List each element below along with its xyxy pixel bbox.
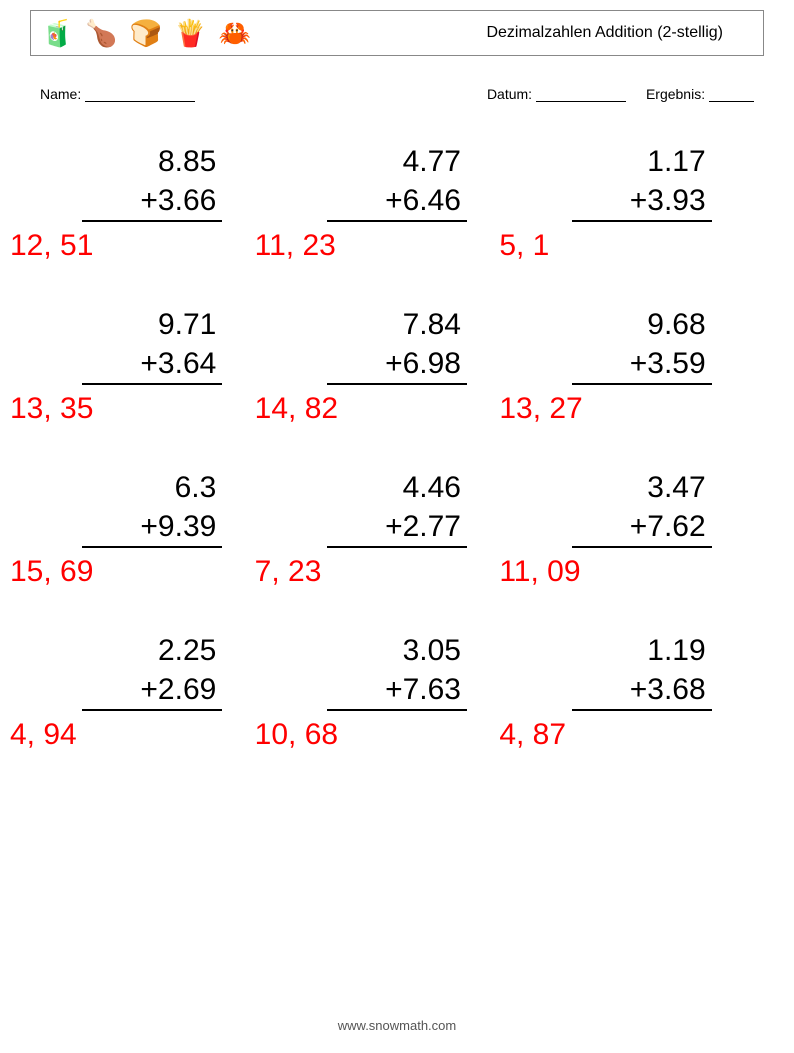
answer: 11, 23 [255,226,435,265]
answer: 14, 82 [255,389,435,428]
answer: 7, 23 [255,552,435,591]
result-label: Ergebnis: [646,86,705,102]
bread-icon: 🍞 [130,20,162,46]
answer: 4, 94 [10,715,190,754]
name-field: Name: [40,86,195,102]
name-blank[interactable] [85,87,195,102]
footer-url: www.snowmath.com [0,1018,794,1033]
answer: 11, 09 [499,552,679,591]
addend-number: +2.77 [327,507,467,548]
top-number: 9.71 [82,305,222,344]
top-number: 6.3 [82,468,222,507]
answer: 13, 35 [10,389,190,428]
addend-number: +6.46 [327,181,467,222]
addend-number: +9.39 [82,507,222,548]
problem: 6.3 +9.39 15, 69 [50,468,255,591]
answer: 15, 69 [10,552,190,591]
addend-number: +7.62 [572,507,712,548]
addend-number: +7.63 [327,670,467,711]
problem: 1.19 +3.68 4, 87 [539,631,744,754]
top-number: 2.25 [82,631,222,670]
header-icons: 🧃 🍗 🍞 🍟 🦀 [41,20,251,46]
problem: 7.84 +6.98 14, 82 [295,305,500,428]
problem: 4.46 +2.77 7, 23 [295,468,500,591]
addend-number: +3.59 [572,344,712,385]
problems-grid: 8.85 +3.66 12, 51 4.77 +6.46 11, 23 1.17… [30,142,764,754]
result-blank[interactable] [709,87,754,102]
fries-icon: 🍟 [174,20,206,46]
top-number: 1.17 [572,142,712,181]
problem: 8.85 +3.66 12, 51 [50,142,255,265]
answer: 12, 51 [10,226,190,265]
addend-number: +3.66 [82,181,222,222]
top-number: 1.19 [572,631,712,670]
name-label: Name: [40,86,81,102]
problem: 3.47 +7.62 11, 09 [539,468,744,591]
problem: 3.05 +7.63 10, 68 [295,631,500,754]
answer: 10, 68 [255,715,435,754]
worksheet-page: 🧃 🍗 🍞 🍟 🦀 Dezimalzahlen Addition (2-stel… [0,0,794,1053]
addend-number: +3.68 [572,670,712,711]
date-field: Datum: [487,86,626,102]
top-number: 4.46 [327,468,467,507]
result-field: Ergebnis: [646,86,754,102]
juice-icon: 🧃 [41,20,73,46]
crab-icon: 🦀 [219,20,251,46]
answer: 5, 1 [499,226,679,265]
worksheet-title: Dezimalzahlen Addition (2-stellig) [486,24,753,42]
top-number: 9.68 [572,305,712,344]
problem: 2.25 +2.69 4, 94 [50,631,255,754]
top-number: 3.05 [327,631,467,670]
problem: 4.77 +6.46 11, 23 [295,142,500,265]
addend-number: +3.64 [82,344,222,385]
top-number: 4.77 [327,142,467,181]
date-label: Datum: [487,86,532,102]
answer: 4, 87 [499,715,679,754]
date-blank[interactable] [536,87,626,102]
addend-number: +6.98 [327,344,467,385]
addend-number: +2.69 [82,670,222,711]
info-row: Name: Datum: Ergebnis: [40,86,754,102]
top-number: 8.85 [82,142,222,181]
chicken-leg-icon: 🍗 [85,20,117,46]
problem: 9.71 +3.64 13, 35 [50,305,255,428]
answer: 13, 27 [499,389,679,428]
problem: 1.17 +3.93 5, 1 [539,142,744,265]
addend-number: +3.93 [572,181,712,222]
header-box: 🧃 🍗 🍞 🍟 🦀 Dezimalzahlen Addition (2-stel… [30,10,764,56]
problem: 9.68 +3.59 13, 27 [539,305,744,428]
top-number: 7.84 [327,305,467,344]
top-number: 3.47 [572,468,712,507]
